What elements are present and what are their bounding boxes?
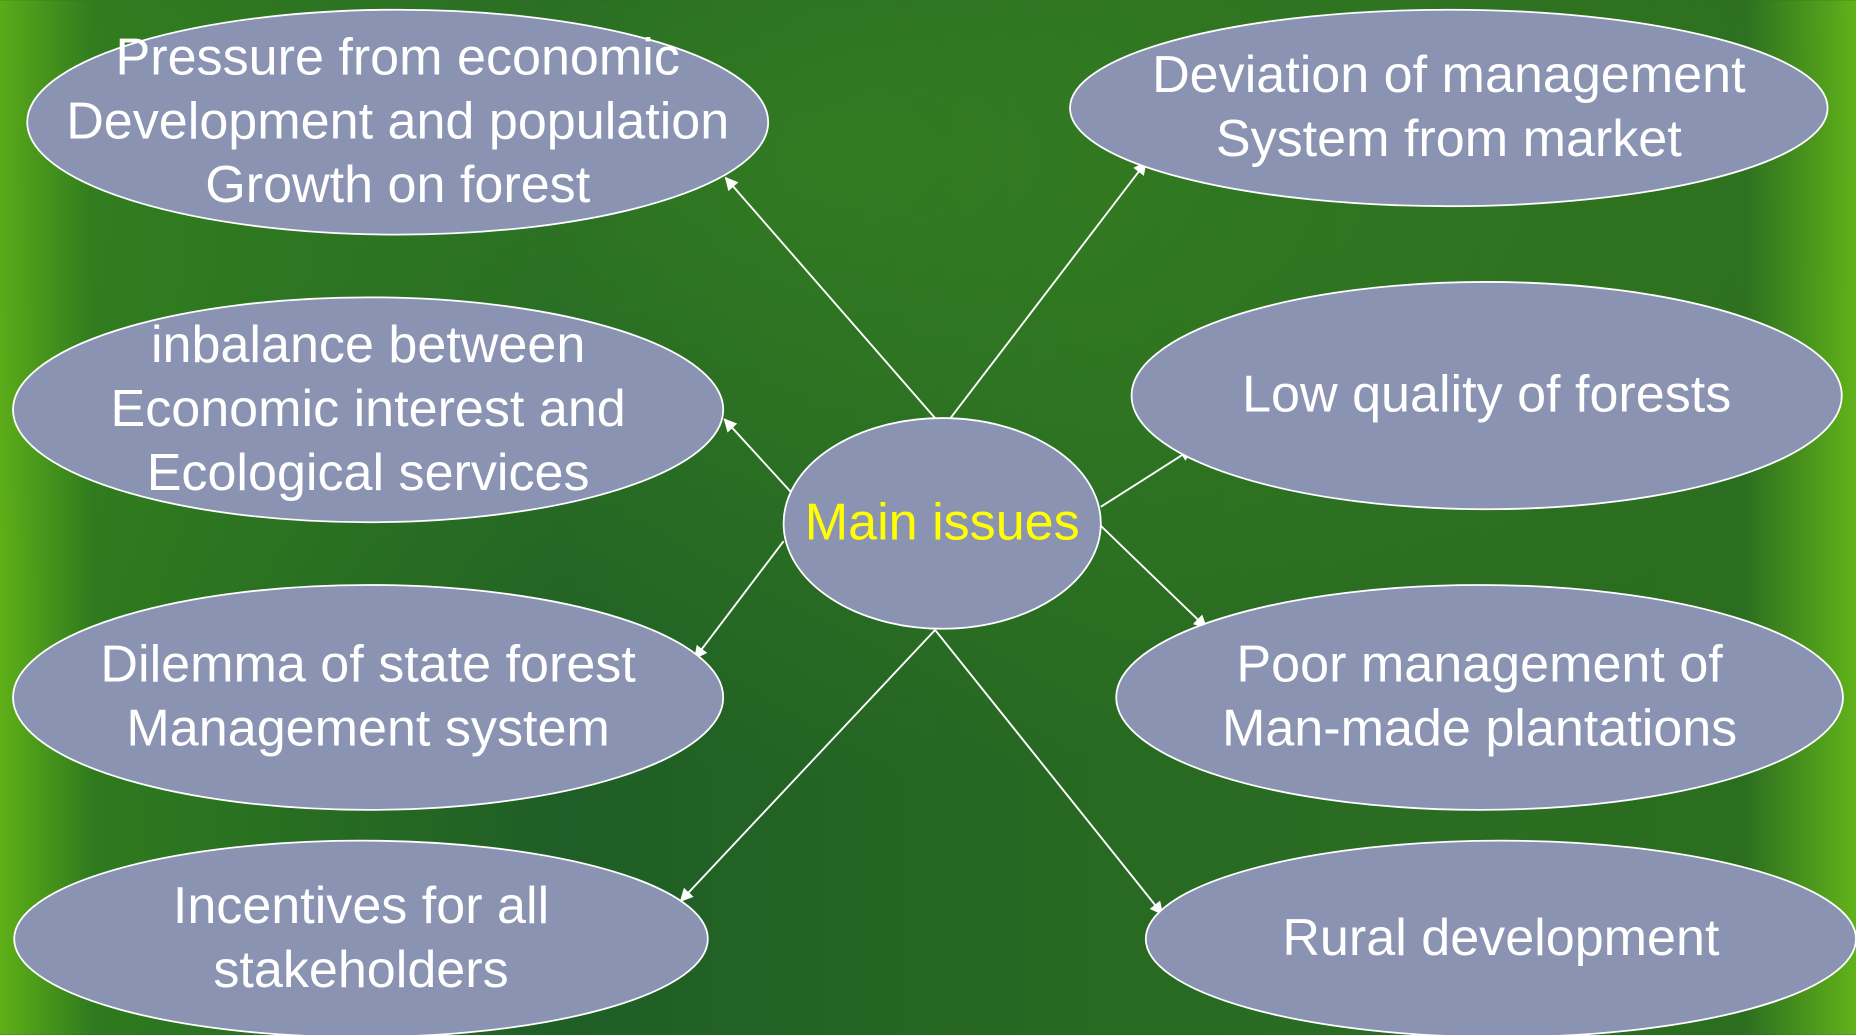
arrow [723, 418, 801, 503]
issue-label: Low quality of forests [1242, 366, 1731, 424]
center-label: Main issues [805, 494, 1080, 552]
arrow [949, 161, 1147, 419]
issue-label: Economic interest and [110, 380, 625, 438]
issue-label: inbalance between [151, 316, 585, 374]
issue-label: Poor management of [1236, 636, 1723, 694]
issue-node [1069, 8, 1829, 208]
arrows [679, 161, 1208, 916]
issue-label: Dilemma of state forest [100, 636, 636, 694]
issue-label: Pressure from economic [116, 28, 680, 86]
issue-node [1130, 281, 1843, 511]
issue-node [12, 584, 725, 811]
issue-node [1145, 839, 1856, 1035]
arrow [1100, 448, 1194, 508]
issue-label: Growth on forest [205, 156, 590, 214]
issue-node [12, 296, 725, 524]
issue-node [1115, 584, 1844, 811]
issue-label: Incentives for all [173, 877, 549, 935]
issue-label: Rural development [1282, 909, 1720, 967]
issue-label: Deviation of management [1152, 46, 1746, 104]
center-node [782, 417, 1102, 630]
issue-label: System from market [1216, 110, 1682, 168]
issue-label: Man-made plantations [1222, 699, 1737, 757]
nodes: Pressure from economic Development and po… [12, 8, 1856, 1035]
arrow [724, 176, 936, 419]
issue-label: stakeholders [213, 941, 508, 999]
issue-node [13, 839, 709, 1035]
arrow [694, 540, 785, 660]
issue-node [26, 8, 770, 236]
issue-label: Development and population [66, 92, 729, 150]
arrow [934, 629, 1164, 916]
issue-label: Ecological services [147, 444, 590, 502]
arrow [1100, 525, 1208, 629]
arrow [679, 629, 936, 902]
issue-label: Management system [126, 699, 609, 757]
